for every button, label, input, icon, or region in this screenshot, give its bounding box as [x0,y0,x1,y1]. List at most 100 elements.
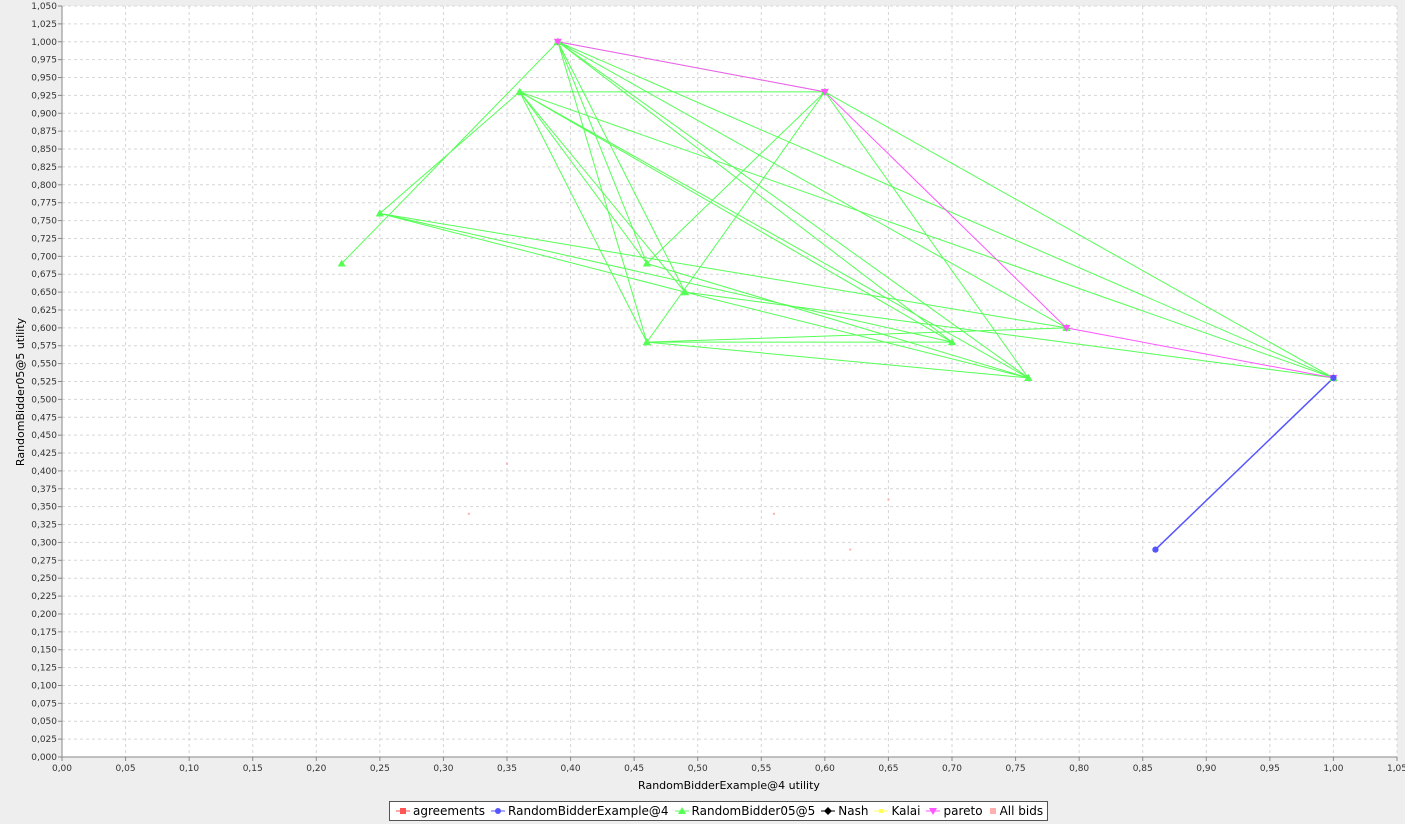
y-axis-title: RandomBidder05@5 utility [14,317,27,466]
y-tick-label: 0,825 [31,163,57,173]
y-tick-label: 0,100 [31,681,57,691]
y-tick-label: 0,150 [31,646,57,656]
y-tick-label: 0,700 [31,252,57,262]
x-axis-title: RandomBidderExample@4 utility [638,779,820,792]
series-lines [341,40,1334,551]
x-tick-label: 0,50 [688,764,708,774]
y-tick-label: 0,375 [31,485,57,495]
randombidderexample-4-point [1330,374,1337,381]
x-tick-label: 0,70 [942,764,962,774]
x-tick-label: 0,85 [1133,764,1153,774]
legend-item-randombidder05: RandomBidder05@5 [674,804,816,818]
x-tick-label: 0,15 [243,764,263,774]
grid [62,5,1398,757]
legend: agreements RandomBidderExample@4 RandomB… [389,801,1049,821]
x-tick-label: 1,05 [1387,764,1405,774]
x-tick-label: 0,30 [433,764,453,774]
randombidder05-5-point [642,259,651,267]
y-tick-label: 0,725 [31,234,57,244]
randombidder05-5-point [642,338,651,346]
all-bids-point [506,462,508,465]
randombidder05-5-point [681,288,689,296]
y-tick-label: 0,600 [31,324,57,334]
y-tick-label: 0,900 [31,109,57,119]
all-bids-point [467,512,470,515]
y-tick-label: 0,800 [31,181,57,191]
axes: 0,00 0,05 0,10 0,15 0,20 0,25 0,30 0,35 0,40 0,45… [31,2,1405,774]
y-tick-label: 1,025 [31,20,57,30]
legend-label: RandomBidder05@5 [691,804,816,818]
y-tick-label: 0,000 [31,753,57,763]
y-tick-label: 0,950 [31,74,57,84]
y-tick-label: 0,875 [31,127,57,137]
y-tick-label: 0,425 [31,449,57,459]
x-tick-label: 0,75 [1006,764,1026,774]
pareto-point [820,88,829,96]
y-tick-label: 0,225 [31,592,57,602]
randombidder05-5-point [337,259,346,267]
y-tick-label: 0,500 [31,395,57,405]
legend-item-all-bids: All bids [989,804,1043,818]
x-tick-label: 0,80 [1069,764,1089,774]
agreements-legend-icon [396,808,410,814]
pareto-series-line [557,41,1334,379]
y-tick-label: 0,750 [31,217,57,227]
all-bids-point [849,548,852,551]
x-tick-label: 0,10 [179,764,199,774]
x-tick-label: 0,40 [561,764,581,774]
y-tick-label: 0,925 [31,91,57,101]
legend-item-pareto: pareto [926,804,983,818]
randombidderexample-4-point [1152,546,1159,553]
legend-label: pareto [943,804,983,818]
y-tick-label: 0,400 [31,467,57,477]
y-tick-label: 0,275 [31,556,57,566]
y-tick-label: 1,050 [31,2,57,12]
y-tick-label: 0,250 [31,574,57,584]
x-tick-label: 0,25 [370,764,390,774]
kalai-legend-icon [874,809,889,813]
y-tick-label: 0,475 [31,413,57,423]
x-tick-label: 1,00 [1323,764,1343,774]
all-bids-point [773,512,775,515]
randombidder05-5-point [948,338,956,346]
x-tick-label: 0,45 [624,764,644,774]
randombidderexample-4-series-line [1154,377,1334,551]
y-tick-label: 0,975 [31,56,57,66]
y-tick-label: 0,650 [31,288,57,298]
randombidder05-5-point [515,87,524,95]
y-tick-label: 0,525 [31,378,57,388]
x-tick-label: 0,00 [52,764,72,774]
legend-label: agreements [413,804,486,818]
y-tick-label: 0,175 [31,628,57,638]
all-bids-legend-icon [989,808,996,814]
randombidder05-5-point [375,209,384,217]
y-tick-label: 0,775 [31,199,57,209]
randombidderexample-legend-icon [491,808,506,814]
randombidder05-legend-icon [674,807,689,814]
x-tick-label: 0,35 [497,764,517,774]
y-tick-label: 0,300 [31,538,57,548]
y-tick-label: 0,200 [31,610,57,620]
y-tick-label: 0,575 [31,342,57,352]
y-tick-label: 0,125 [31,664,57,674]
x-tick-label: 0,65 [878,764,898,774]
y-tick-label: 0,550 [31,360,57,370]
y-tick-label: 0,325 [31,521,57,531]
y-tick-label: 1,000 [31,38,57,48]
y-tick-label: 0,050 [31,717,57,727]
y-tick-label: 0,350 [31,503,57,513]
x-tick-label: 0,55 [751,764,771,774]
legend-item-nash: Nash [821,804,868,818]
randombidder05-5-point [1024,373,1033,381]
y-tick-label: 0,075 [31,699,57,709]
y-tick-label: 0,025 [31,735,57,745]
pareto-point [553,38,562,46]
y-tick-label: 0,450 [31,431,57,441]
legend-label: RandomBidderExample@4 [508,804,669,818]
pareto-legend-icon [926,808,941,815]
legend-item-randombidderexample: RandomBidderExample@4 [491,804,669,818]
x-tick-label: 0,90 [1196,764,1216,774]
legend-label: Nash [838,804,869,818]
legend-item-agreements: agreements [396,804,485,818]
